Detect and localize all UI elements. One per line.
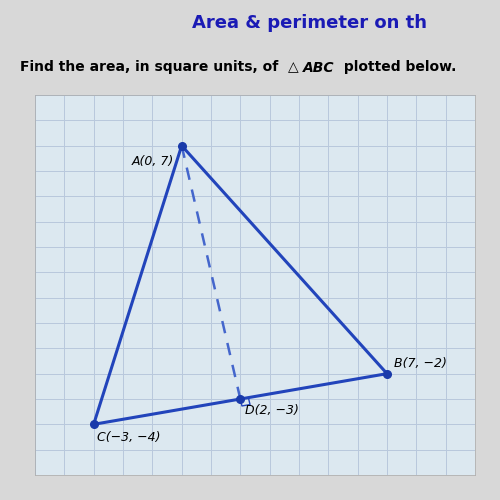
Text: Area & perimeter on th: Area & perimeter on th bbox=[192, 14, 428, 32]
Text: A(0, 7): A(0, 7) bbox=[132, 154, 174, 168]
Text: ABC: ABC bbox=[302, 60, 334, 74]
Text: D(2, −3): D(2, −3) bbox=[244, 404, 298, 417]
Text: Find the area, in square units, of: Find the area, in square units, of bbox=[20, 60, 283, 74]
Text: C(−3, −4): C(−3, −4) bbox=[96, 430, 160, 444]
Text: △: △ bbox=[288, 60, 298, 74]
Text: B(7, −2): B(7, −2) bbox=[394, 357, 447, 370]
Text: plotted below.: plotted below. bbox=[339, 60, 456, 74]
